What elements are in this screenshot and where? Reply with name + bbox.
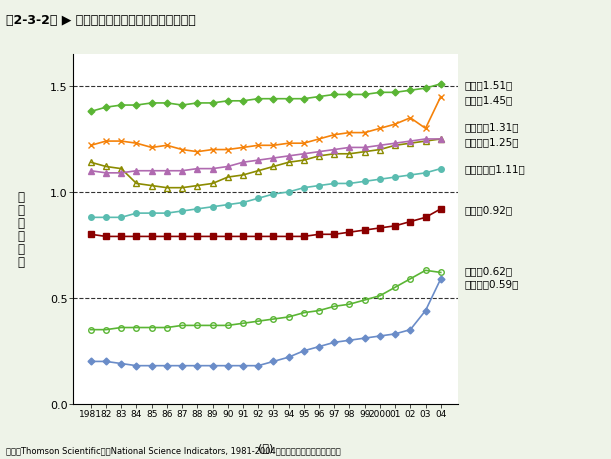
Text: 第2-3-2図 ▶ 主要国の論文の相対被引用度の推移: 第2-3-2図 ▶ 主要国の論文の相対被引用度の推移	[6, 14, 196, 27]
Text: 引: 引	[18, 230, 25, 242]
Text: ドイツ（1.31）: ドイツ（1.31）	[464, 122, 519, 132]
Text: 日本（0.92）: 日本（0.92）	[464, 204, 513, 214]
Text: ロシア（0.59）: ロシア（0.59）	[464, 279, 519, 288]
Text: 資料：Thomson Scientific社「National Science Indicators, 1981-2004」をもとに文部科学省で集計: 資料：Thomson Scientific社「National Science …	[6, 445, 341, 454]
Text: 相: 相	[18, 191, 25, 204]
Text: カナダ（1.25）: カナダ（1.25）	[464, 137, 519, 147]
Text: 被: 被	[18, 217, 25, 230]
Text: 中国（0.62）: 中国（0.62）	[464, 266, 513, 276]
Text: (年): (年)	[258, 442, 274, 453]
Text: 英国（1.45）: 英国（1.45）	[464, 95, 513, 105]
Text: 米国（1.51）: 米国（1.51）	[464, 80, 513, 90]
Text: 用: 用	[18, 242, 25, 255]
Text: フランス（1.11）: フランス（1.11）	[464, 164, 525, 174]
Text: 対: 対	[18, 204, 25, 217]
Text: 度: 度	[18, 255, 25, 268]
